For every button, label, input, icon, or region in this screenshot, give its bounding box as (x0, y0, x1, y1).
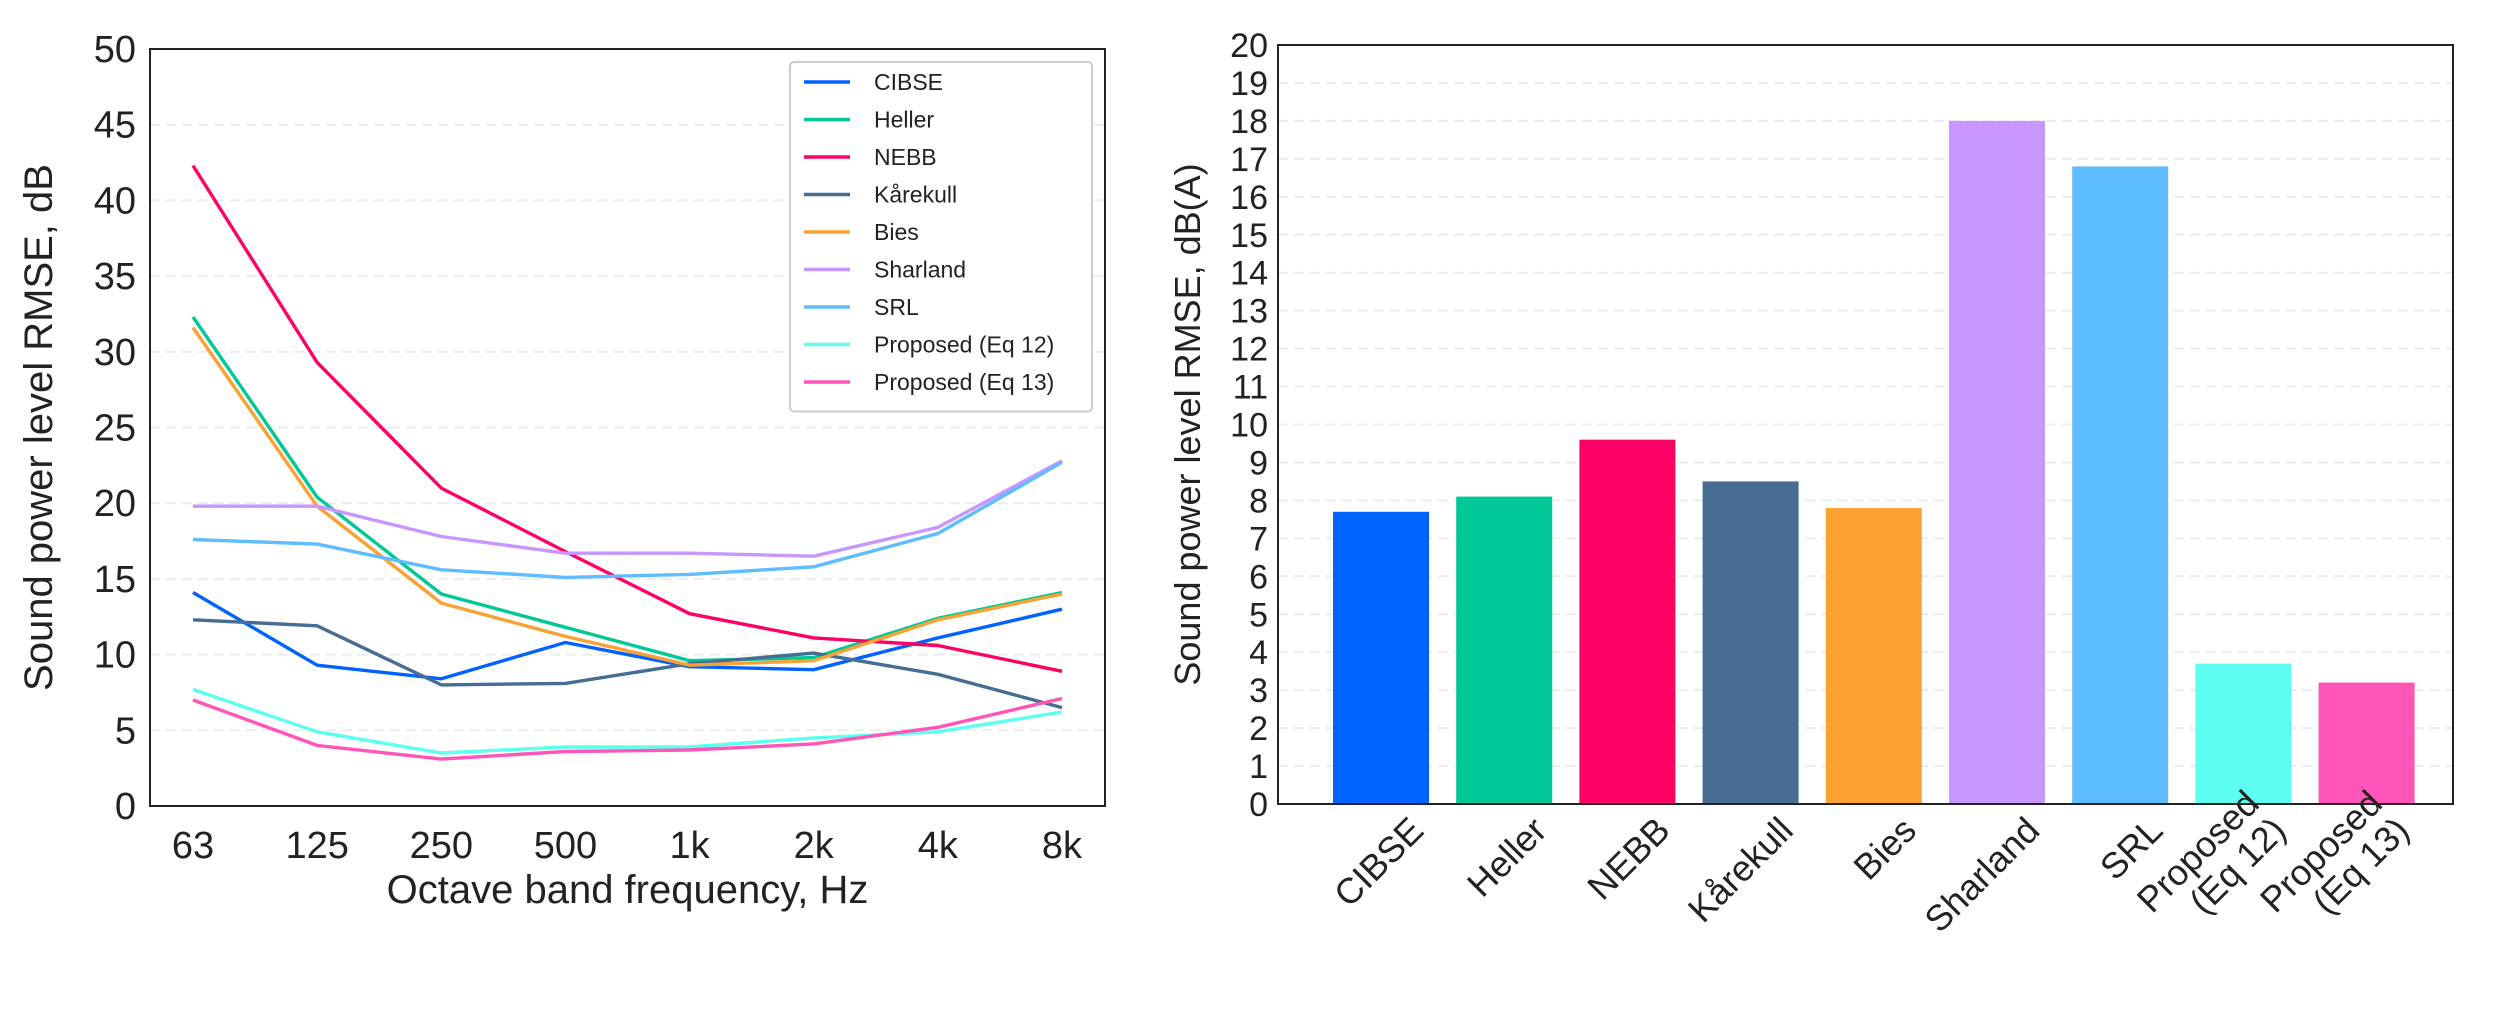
line-chart-y-ticks: 0 5 10 15 20 25 30 35 40 45 50 (94, 29, 136, 828)
legend-label-nebb: NEBB (874, 144, 937, 170)
y-tick-label: 13 (1230, 293, 1268, 331)
bar-srl (2072, 166, 2169, 804)
series-line-proposed-eq-13 (192, 696, 1063, 761)
y-tick-label: 12 (1230, 331, 1268, 369)
legend-label-proposed-eq-13: Proposed (Eq 13) (874, 369, 1054, 395)
y-tick-label: 5 (115, 710, 136, 752)
series-line-bies (191, 326, 1063, 667)
y-tick-label: 2 (1249, 710, 1268, 748)
legend-label-srl: SRL (874, 294, 919, 320)
y-tick-label: 45 (94, 105, 136, 147)
series-line-srl (192, 460, 1063, 580)
series-line-nebb (191, 164, 1063, 673)
y-tick-label: 35 (94, 256, 136, 298)
bar-sharland (1949, 120, 2045, 804)
x-tick-label: 500 (534, 825, 597, 867)
y-tick-label: 19 (1230, 65, 1268, 103)
line-chart-x-ticks: 63 125 250 500 1k 2k 4k 8k (172, 825, 1083, 867)
legend-label-bies: Bies (874, 219, 919, 245)
x-tick-label: 8k (1042, 825, 1083, 867)
y-tick-label: 16 (1230, 179, 1268, 217)
line-chart: 0 5 10 15 20 25 30 35 40 45 50 63 125 250 500 1k 2k 4k 8k… (17, 29, 1106, 912)
series-line-proposed-eq-12 (192, 687, 1063, 755)
series-line-k-rekull (192, 618, 1063, 710)
x-tick-label: 1k (670, 825, 711, 867)
y-tick-label: 8 (1249, 482, 1268, 520)
y-tick-label: 5 (1249, 596, 1268, 634)
x-tick-label: 2k (794, 825, 835, 867)
y-tick-label: 50 (94, 29, 136, 71)
legend-label-proposed-eq-12: Proposed (Eq 12) (874, 332, 1054, 358)
bar-chart-plot-frame (1277, 44, 2454, 805)
line-chart-legend: CIBSE Heller NEBB Kårekull Bies Sharland SRL Pr… (789, 61, 1093, 413)
line-chart-x-axis-label: Octave band frequency, Hz (387, 868, 869, 912)
y-tick-label: 30 (94, 332, 136, 374)
y-tick-label: 7 (1249, 520, 1268, 558)
bar-bies (1825, 507, 1922, 804)
bar-cibse (1333, 511, 1429, 804)
x-tick-label: 4k (918, 825, 959, 867)
y-tick-label: 17 (1230, 141, 1268, 179)
y-tick-label: 18 (1230, 103, 1268, 141)
line-chart-y-axis-label: Sound power level RMSE, dB (17, 164, 61, 691)
y-tick-label: 4 (1249, 634, 1268, 672)
y-tick-label: 10 (94, 635, 136, 677)
y-tick-label: 25 (94, 408, 136, 450)
y-tick-label: 20 (94, 483, 136, 525)
bar-nebb (1579, 439, 1676, 804)
y-tick-label: 3 (1249, 672, 1268, 710)
legend-box (789, 61, 1093, 413)
legend-label-k-rekull: Kårekull (874, 182, 957, 208)
series-line-sharland (193, 459, 1063, 558)
y-tick-label: 15 (1230, 217, 1268, 255)
y-tick-label: 1 (1249, 748, 1268, 786)
y-tick-label: 11 (1233, 369, 1268, 407)
bar-chart-y-axis-label: Sound power level RMSE, dB(A) (1167, 163, 1208, 685)
line-chart-plot-frame (149, 48, 1106, 807)
y-tick-label: 0 (115, 786, 136, 828)
y-tick-label: 14 (1230, 255, 1268, 293)
bar-proposed-eq-13 (2318, 682, 2415, 804)
y-tick-label: 40 (94, 180, 136, 222)
y-tick-label: 10 (1230, 407, 1268, 445)
legend-label-heller: Heller (874, 107, 934, 133)
y-tick-label: 15 (94, 559, 136, 601)
x-tick-label: 63 (172, 825, 214, 867)
legend-label-sharland: Sharland (874, 257, 966, 283)
bar-proposed-eq-12 (2195, 663, 2292, 804)
line-chart-series (191, 164, 1063, 761)
legend-label-cibse: CIBSE (874, 69, 943, 95)
x-tick-label: 125 (285, 825, 348, 867)
y-tick-label: 6 (1249, 558, 1268, 596)
bar-chart-bars (1333, 120, 2415, 804)
y-tick-label: 0 (1249, 786, 1268, 824)
y-tick-label: 20 (1230, 27, 1268, 65)
bar-heller (1456, 496, 1553, 804)
x-tick-label: 250 (410, 825, 473, 867)
bar-k-rekull (1702, 481, 1799, 804)
y-tick-label: 9 (1249, 444, 1268, 482)
